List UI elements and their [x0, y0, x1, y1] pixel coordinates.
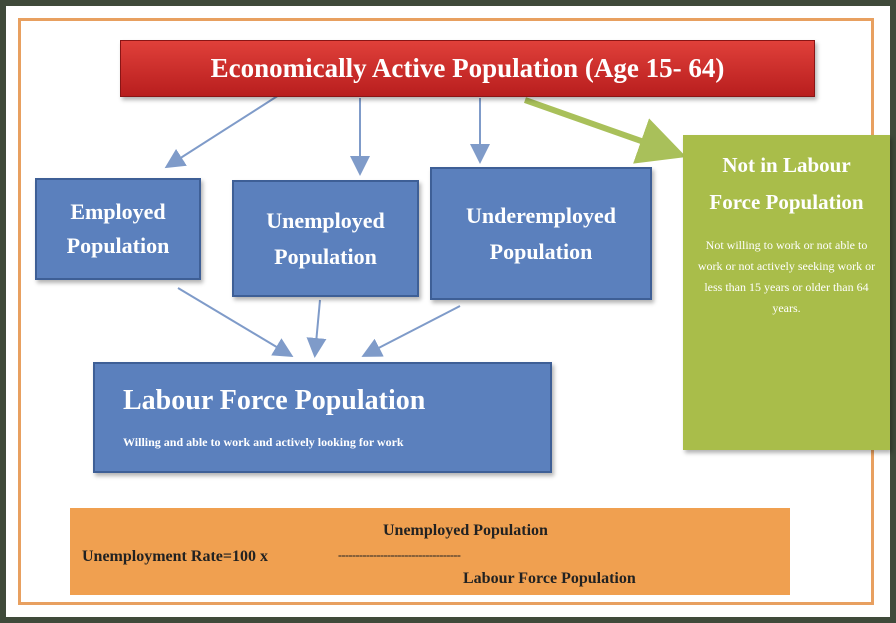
formula-lhs: Unemployment Rate=100 x [82, 548, 268, 565]
arrow [177, 287, 294, 358]
node-box: Employed Population [35, 178, 201, 280]
node-label: Underemployed Population [466, 202, 616, 264]
title: Economically Active Population (Age 15- … [210, 53, 725, 83]
arrow [361, 305, 461, 357]
formula-denominator: Labour Force Population [463, 570, 636, 587]
formula-divider: ----------------------------------- [338, 548, 461, 562]
node-box: Underemployed Population [430, 167, 652, 300]
arrow [306, 299, 327, 358]
node-label: Unemployed Population [266, 207, 385, 269]
node-label: Employed Population [66, 199, 170, 258]
node-label: Not in Labour Force Population [709, 153, 864, 214]
formula-numerator: Unemployed Population [383, 522, 548, 539]
node-box: Unemployed Population [232, 180, 419, 297]
node-label: Labour Force Population [123, 385, 426, 416]
arrow [164, 87, 291, 169]
node-box: Not in Labour Force Population Not willi… [683, 135, 890, 450]
title-box: Economically Active Population (Age 15- … [120, 40, 815, 97]
node-description: Willing and able to work and actively lo… [123, 435, 404, 449]
node-description: Not willing to work or not able to work … [697, 238, 876, 315]
arrow [524, 97, 687, 164]
formula-box: Unemployed Population Unemployment Rate=… [70, 508, 790, 595]
node-box: Labour Force Population Willing and able… [93, 362, 552, 473]
